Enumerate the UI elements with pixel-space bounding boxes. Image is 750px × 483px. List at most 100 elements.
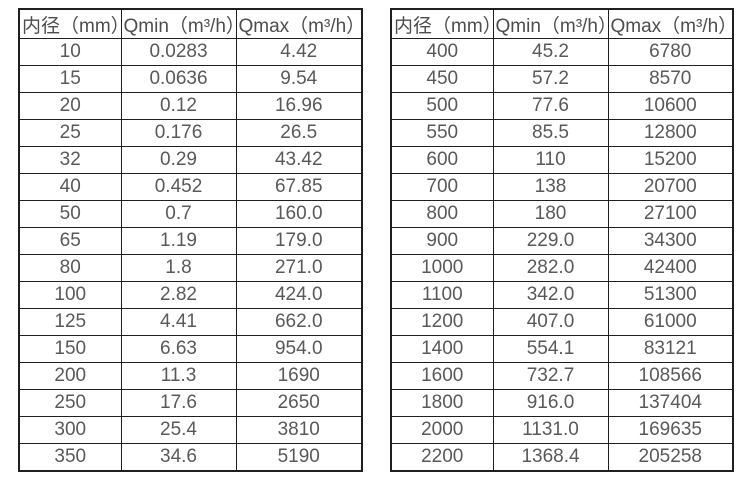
table-cell: 1131.0 [492,415,609,444]
table-cell: 407.0 [492,307,609,336]
table-cell: 916.0 [492,388,609,417]
table-row: 25 0.176 26.5 [18,118,363,147]
table-row: 400 45.2 6780 [390,38,734,66]
column-header: Qmin（m³/h） [492,8,609,39]
table-cell: 0.0636 [120,64,237,93]
table-cell: 1800 [390,388,494,417]
table-cell: 1200 [390,307,494,336]
table-cell: 125 [18,307,122,336]
table-row: 65 1.19 179.0 [18,226,363,255]
table-cell: 137404 [607,388,734,417]
table-cell: 800 [390,199,494,228]
table-row: 800 180 27100 [390,199,734,228]
table-cell: 179.0 [235,226,363,255]
table-row: 40 0.452 67.85 [18,172,363,201]
table-cell: 200 [18,361,122,390]
table-header-row: 内径（mm） Qmin（m³/h） Qmax（m³/h） [390,8,734,39]
table-cell: 169635 [607,415,734,444]
table-row: 700 138 20700 [390,172,734,201]
table-cell: 1.8 [120,253,237,282]
table-cell: 1600 [390,361,494,390]
table-row: 50 0.7 160.0 [18,199,363,228]
table-row: 20 0.12 16.96 [18,91,363,120]
table-cell: 1000 [390,253,494,282]
column-header: Qmin（m³/h） [120,8,237,39]
table-cell: 554.1 [492,334,609,363]
table-row: 200 11.3 1690 [18,361,363,390]
table-cell: 4.41 [120,307,237,336]
table-cell: 16.96 [235,91,363,120]
table-cell: 45.2 [492,38,609,66]
table-cell: 50 [18,199,122,228]
table-row: 2200 1368.4 205258 [390,442,734,472]
table-cell: 67.85 [235,172,363,201]
table-row: 600 110 15200 [390,145,734,174]
table-cell: 26.5 [235,118,363,147]
table-cell: 3810 [235,415,363,444]
table-cell: 42400 [607,253,734,282]
table-row: 80 1.8 271.0 [18,253,363,282]
table-row: 10 0.0283 4.42 [18,38,363,66]
table-cell: 11.3 [120,361,237,390]
table-row: 350 34.6 5190 [18,442,363,472]
table-cell: 205258 [607,442,734,472]
table-cell: 80 [18,253,122,282]
table-cell: 282.0 [492,253,609,282]
table-cell: 250 [18,388,122,417]
table-cell: 550 [390,118,494,147]
table-row: 1000 282.0 42400 [390,253,734,282]
table-cell: 0.452 [120,172,237,201]
table-cell: 12800 [607,118,734,147]
table-cell: 0.0283 [120,38,237,66]
table-cell: 85.5 [492,118,609,147]
table-cell: 1400 [390,334,494,363]
table-cell: 108566 [607,361,734,390]
table-cell: 20 [18,91,122,120]
table-row: 125 4.41 662.0 [18,307,363,336]
table-cell: 180 [492,199,609,228]
table-cell: 1368.4 [492,442,609,472]
table-cell: 10 [18,38,122,66]
table-cell: 83121 [607,334,734,363]
table-row: 1800 916.0 137404 [390,388,734,417]
flow-spec-table-large-diameters: 内径（mm） Qmin（m³/h） Qmax（m³/h） 400 45.2 6780 45… [390,8,734,472]
table-cell: 662.0 [235,307,363,336]
table-cell: 25 [18,118,122,147]
table-cell: 20700 [607,172,734,201]
table-cell: 34.6 [120,442,237,472]
table-cell: 700 [390,172,494,201]
table-cell: 77.6 [492,91,609,120]
table-row: 550 85.5 12800 [390,118,734,147]
table-cell: 342.0 [492,280,609,309]
table-cell: 61000 [607,307,734,336]
table-cell: 10600 [607,91,734,120]
table-row: 15 0.0636 9.54 [18,64,363,93]
table-cell: 2650 [235,388,363,417]
table-cell: 2200 [390,442,494,472]
table-cell: 0.29 [120,145,237,174]
table-cell: 25.4 [120,415,237,444]
table-cell: 500 [390,91,494,120]
table-row: 32 0.29 43.42 [18,145,363,174]
table-cell: 150 [18,334,122,363]
table-cell: 4.42 [235,38,363,66]
table-cell: 1.19 [120,226,237,255]
column-header: 内径（mm） [390,8,494,39]
table-cell: 15 [18,64,122,93]
table-row: 1600 732.7 108566 [390,361,734,390]
table-cell: 271.0 [235,253,363,282]
column-header: Qmax（m³/h） [235,8,363,39]
table-cell: 0.7 [120,199,237,228]
table-cell: 57.2 [492,64,609,93]
table-row: 250 17.6 2650 [18,388,363,417]
table-cell: 110 [492,145,609,174]
table-cell: 450 [390,64,494,93]
table-row: 100 2.82 424.0 [18,280,363,309]
table-cell: 350 [18,442,122,472]
table-header-row: 内径（mm） Qmin（m³/h） Qmax（m³/h） [18,8,363,39]
table-row: 1400 554.1 83121 [390,334,734,363]
table-cell: 40 [18,172,122,201]
table-cell: 6780 [607,38,734,66]
table-cell: 1690 [235,361,363,390]
